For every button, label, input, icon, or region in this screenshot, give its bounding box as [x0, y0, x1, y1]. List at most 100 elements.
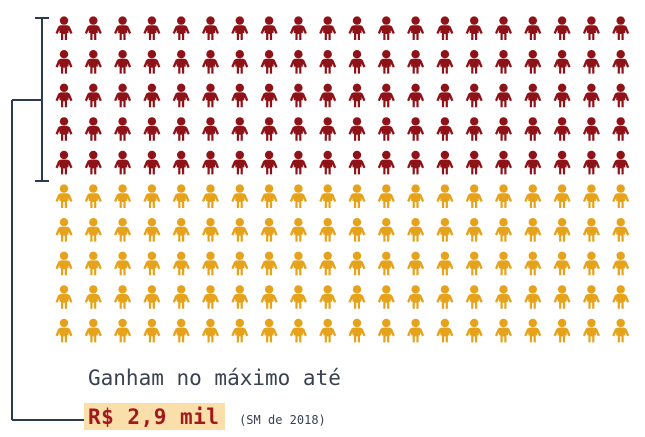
person-icon	[84, 218, 102, 242]
person-icon	[495, 218, 512, 242]
person-icon	[289, 184, 307, 208]
person-icon	[260, 117, 278, 141]
person-icon	[348, 16, 366, 40]
person-icon	[231, 251, 249, 276]
person-icon	[553, 83, 571, 108]
person-icon	[114, 251, 132, 276]
person-icon	[84, 117, 102, 141]
person-icon	[348, 285, 366, 309]
person-icon	[495, 117, 512, 141]
person-icon	[553, 50, 571, 74]
person-icon	[465, 218, 483, 242]
person-icon	[289, 83, 307, 108]
person-icon	[319, 50, 337, 74]
person-icon	[84, 50, 102, 74]
person-icon	[114, 117, 132, 141]
person-icon	[260, 218, 278, 242]
person-icon	[495, 50, 512, 74]
person-icon	[231, 117, 249, 141]
people-grid	[55, 16, 630, 343]
person-icon	[612, 184, 630, 208]
person-icon	[231, 83, 249, 108]
person-icon	[319, 83, 337, 108]
person-icon	[377, 218, 395, 242]
person-icon	[143, 318, 161, 343]
person-icon	[172, 251, 190, 276]
person-icon	[319, 251, 337, 276]
person-icon	[260, 50, 278, 74]
person-icon	[172, 150, 190, 175]
person-icon	[612, 251, 630, 276]
person-icon	[612, 218, 630, 242]
person-icon	[319, 285, 337, 309]
person-icon	[377, 150, 395, 175]
person-icon	[436, 117, 454, 141]
person-icon	[524, 251, 542, 276]
person-icon	[260, 318, 278, 343]
person-icon	[319, 150, 337, 175]
person-icon	[55, 150, 73, 175]
person-icon	[524, 50, 542, 74]
person-icon	[202, 16, 219, 40]
person-icon	[524, 117, 542, 141]
person-icon	[582, 251, 600, 276]
person-icon	[55, 83, 73, 108]
person-icon	[143, 16, 161, 40]
person-icon	[143, 117, 161, 141]
person-icon	[202, 285, 219, 309]
person-icon	[348, 50, 366, 74]
person-icon	[465, 285, 483, 309]
person-icon	[289, 218, 307, 242]
person-icon	[172, 16, 190, 40]
person-icon	[582, 184, 600, 208]
person-icon	[172, 184, 190, 208]
person-icon	[436, 16, 454, 40]
person-icon	[289, 50, 307, 74]
person-icon	[172, 218, 190, 242]
person-icon	[202, 218, 219, 242]
amount-highlight: R$ 2,9 mil	[84, 403, 226, 430]
person-icon	[319, 117, 337, 141]
person-icon	[114, 150, 132, 175]
person-icon	[553, 318, 571, 343]
person-icon	[84, 16, 102, 40]
person-icon	[84, 285, 102, 309]
person-icon	[289, 285, 307, 309]
person-icon	[55, 117, 73, 141]
person-icon	[202, 184, 219, 208]
person-icon	[582, 16, 600, 40]
person-icon	[202, 150, 219, 175]
person-icon	[407, 150, 425, 175]
person-icon	[612, 50, 630, 74]
person-icon	[55, 16, 73, 40]
person-icon	[407, 318, 425, 343]
person-icon	[55, 285, 73, 309]
person-icon	[289, 150, 307, 175]
person-icon	[582, 285, 600, 309]
person-icon	[289, 16, 307, 40]
person-icon	[524, 218, 542, 242]
person-icon	[407, 83, 425, 108]
caption-text: Ganham no máximo até	[88, 366, 341, 390]
person-icon	[465, 83, 483, 108]
person-icon	[465, 117, 483, 141]
person-icon	[231, 285, 249, 309]
person-icon	[582, 117, 600, 141]
person-icon	[495, 184, 512, 208]
person-icon	[114, 285, 132, 309]
person-icon	[172, 50, 190, 74]
person-icon	[289, 251, 307, 276]
person-icon	[377, 50, 395, 74]
person-icon	[202, 117, 219, 141]
person-icon	[612, 285, 630, 309]
person-icon	[553, 184, 571, 208]
person-icon	[172, 285, 190, 309]
person-icon	[377, 285, 395, 309]
person-icon	[377, 16, 395, 40]
person-icon	[524, 184, 542, 208]
person-icon	[582, 50, 600, 74]
person-icon	[465, 50, 483, 74]
person-icon	[143, 184, 161, 208]
person-icon	[436, 218, 454, 242]
